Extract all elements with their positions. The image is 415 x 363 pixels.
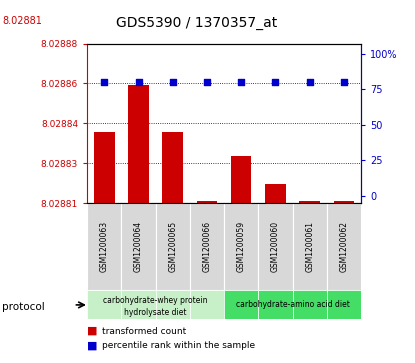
Bar — [163, 132, 183, 203]
Bar — [327, 290, 361, 319]
Text: GSM1200059: GSM1200059 — [237, 221, 246, 272]
Bar — [259, 290, 293, 319]
Bar — [224, 203, 259, 290]
Bar — [94, 132, 115, 203]
Point — [101, 79, 107, 85]
Text: carbohydrate-whey protein: carbohydrate-whey protein — [103, 296, 208, 305]
Text: transformed count: transformed count — [102, 327, 186, 336]
Text: ■: ■ — [87, 326, 98, 336]
Bar — [87, 203, 122, 290]
Text: GSM1200060: GSM1200060 — [271, 221, 280, 272]
Text: hydrolysate diet: hydrolysate diet — [124, 308, 187, 317]
Bar — [300, 201, 320, 203]
Bar — [87, 290, 122, 319]
Bar — [293, 290, 327, 319]
Point — [135, 79, 142, 85]
Bar — [122, 203, 156, 290]
Text: GSM1200065: GSM1200065 — [168, 221, 177, 272]
Bar — [334, 201, 354, 203]
Text: GSM1200064: GSM1200064 — [134, 221, 143, 272]
Text: GSM1200061: GSM1200061 — [305, 221, 314, 272]
Bar — [197, 201, 217, 203]
Text: 8.02881: 8.02881 — [2, 16, 42, 26]
Point — [272, 79, 279, 85]
Text: carbohydrate-amino acid diet: carbohydrate-amino acid diet — [236, 301, 349, 309]
Point — [306, 79, 313, 85]
Bar — [224, 290, 259, 319]
Text: GSM1200062: GSM1200062 — [339, 221, 349, 272]
Point — [204, 79, 210, 85]
Bar — [259, 203, 293, 290]
Bar — [122, 290, 156, 319]
Text: GDS5390 / 1370357_at: GDS5390 / 1370357_at — [116, 16, 278, 30]
Bar — [265, 184, 286, 203]
Bar — [231, 156, 251, 203]
Text: GSM1200066: GSM1200066 — [203, 221, 212, 272]
Point — [341, 79, 347, 85]
Bar — [327, 203, 361, 290]
Bar — [156, 290, 190, 319]
Bar — [156, 203, 190, 290]
Text: percentile rank within the sample: percentile rank within the sample — [102, 341, 255, 350]
Bar — [293, 203, 327, 290]
Bar — [190, 203, 224, 290]
Bar — [128, 85, 149, 203]
Bar — [190, 290, 224, 319]
Text: GSM1200063: GSM1200063 — [100, 221, 109, 272]
Text: protocol: protocol — [2, 302, 45, 312]
Point — [238, 79, 244, 85]
Text: ■: ■ — [87, 340, 98, 350]
Point — [169, 79, 176, 85]
